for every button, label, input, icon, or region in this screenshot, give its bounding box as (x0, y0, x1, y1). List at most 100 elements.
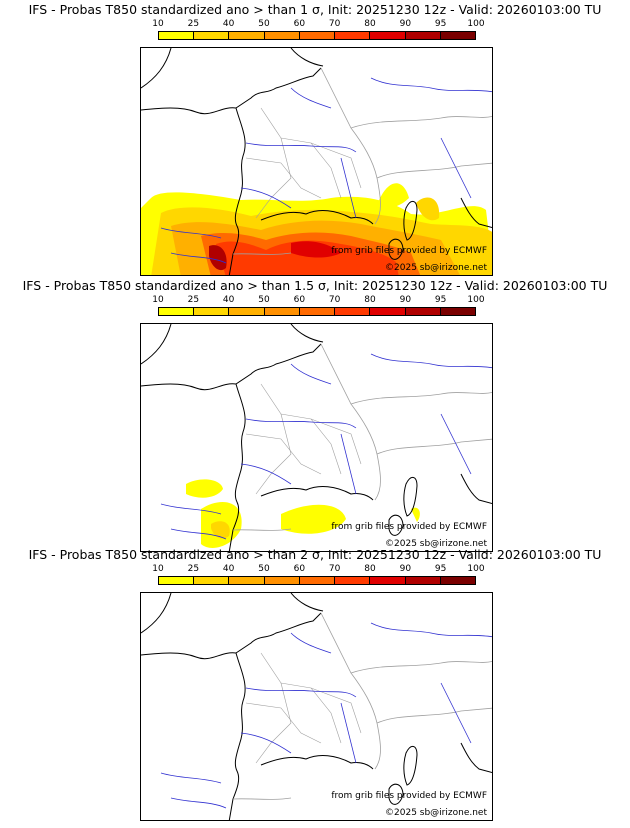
coastline (260, 486, 374, 501)
scale-tick-label: 95 (434, 295, 447, 305)
coastline (141, 67, 322, 115)
river-line (160, 227, 222, 239)
panel-2-title: IFS - Probas T850 standardized ano > tha… (22, 278, 608, 293)
scale-color-segment (159, 577, 195, 584)
border-line (232, 252, 292, 255)
coastlines (141, 48, 492, 275)
river-line (245, 687, 357, 698)
scale-bar (158, 31, 476, 40)
border-line (245, 433, 322, 475)
border-line (260, 383, 342, 475)
coastline (260, 210, 374, 225)
scale-tick-label: 95 (434, 19, 447, 29)
scale-tick-label: 10 (152, 564, 164, 574)
map-france-2sigma: from grib files provided by ECMWF ©2025 … (140, 592, 493, 821)
river-line (440, 682, 472, 744)
panel-1-title: IFS - Probas T850 standardized ano > tha… (28, 2, 602, 17)
scale-tick-label: 50 (258, 295, 270, 305)
scale-color-segment (299, 32, 336, 39)
coastline (388, 514, 404, 536)
river-line (240, 463, 292, 485)
scale-color-segment (405, 308, 441, 315)
coastline (141, 324, 172, 365)
color-scale: 10 25 40 50 60 70 80 90 95 100 (152, 295, 485, 319)
map-france-1sigma: from grib files provided by ECMWF ©2025 … (140, 47, 493, 276)
border-line (255, 682, 292, 764)
border-line (376, 162, 492, 179)
river-line (340, 702, 357, 764)
panel-2: IFS - Probas T850 standardized ano > tha… (0, 276, 630, 552)
scale-color-segment (299, 577, 336, 584)
coastline (403, 746, 418, 786)
border-line (320, 612, 381, 770)
river-line (170, 797, 227, 809)
coastline (228, 383, 246, 551)
scale-tick-label: 40 (222, 19, 235, 29)
border-line (310, 418, 362, 465)
coastline (290, 593, 324, 612)
scale-color-segment (264, 577, 300, 584)
scale-tick-label: 25 (187, 564, 200, 574)
credit-copyright: ©2025 sb@irizone.net (385, 808, 487, 818)
scale-color-segment (440, 577, 475, 584)
river-line (290, 363, 332, 385)
river-line (245, 142, 357, 153)
scale-ticks: 10 25 40 50 60 70 80 90 95 100 (152, 295, 484, 306)
scale-color-segment (405, 32, 441, 39)
border-line (320, 67, 381, 225)
scale-color-segment (335, 32, 371, 39)
scale-tick-label: 10 (152, 19, 164, 29)
coastlines (141, 593, 492, 820)
river-line (240, 732, 292, 754)
coastline (260, 755, 374, 770)
coastline (141, 612, 322, 660)
river-line (240, 187, 292, 209)
coastline (460, 473, 492, 504)
scale-color-segment (194, 577, 230, 584)
scale-color-segment (264, 308, 300, 315)
river-line (290, 87, 332, 109)
scale-tick-label: 90 (399, 564, 412, 574)
border-line (350, 661, 492, 674)
scale-tick-label: 70 (328, 19, 341, 29)
river-line (370, 77, 492, 93)
scale-tick-label: 60 (293, 295, 306, 305)
scale-color-segment (229, 577, 265, 584)
scale-color-segment (335, 577, 371, 584)
scale-tick-label: 40 (222, 295, 235, 305)
coastline (460, 742, 492, 773)
scale-bar (158, 576, 476, 585)
scale-ticks: 10 25 40 50 60 70 80 90 95 100 (152, 19, 484, 30)
scale-tick-label: 70 (328, 295, 341, 305)
map-canvas (141, 48, 492, 275)
scale-color-segment (264, 32, 300, 39)
coastline (290, 324, 324, 343)
border-line (255, 137, 292, 219)
river-line (340, 157, 357, 219)
panel-3-title: IFS - Probas T850 standardized ano > tha… (28, 547, 602, 562)
coastline (228, 107, 246, 275)
scale-tick-label: 100 (467, 19, 485, 29)
river-line (340, 433, 357, 495)
river-line (370, 622, 492, 638)
coastline (290, 48, 324, 67)
border-line (310, 142, 362, 189)
river-line (290, 632, 332, 654)
coastline (403, 477, 418, 517)
river-line (170, 528, 227, 540)
map-france-1-5sigma: from grib files provided by ECMWF ©2025 … (140, 323, 493, 552)
border-line (245, 702, 322, 744)
border-line (350, 392, 492, 405)
coastline (403, 201, 418, 241)
panel-3: IFS - Probas T850 standardized ano > tha… (0, 545, 630, 821)
river-line (440, 137, 472, 199)
coastline (460, 197, 492, 228)
scale-tick-label: 100 (467, 295, 485, 305)
scale-tick-label: 90 (399, 295, 412, 305)
border-line (376, 707, 492, 724)
coastline (141, 343, 322, 391)
coastline (141, 48, 172, 89)
scale-color-segment (159, 308, 195, 315)
coastline (141, 593, 172, 634)
credit-copyright: ©2025 sb@irizone.net (385, 539, 487, 549)
